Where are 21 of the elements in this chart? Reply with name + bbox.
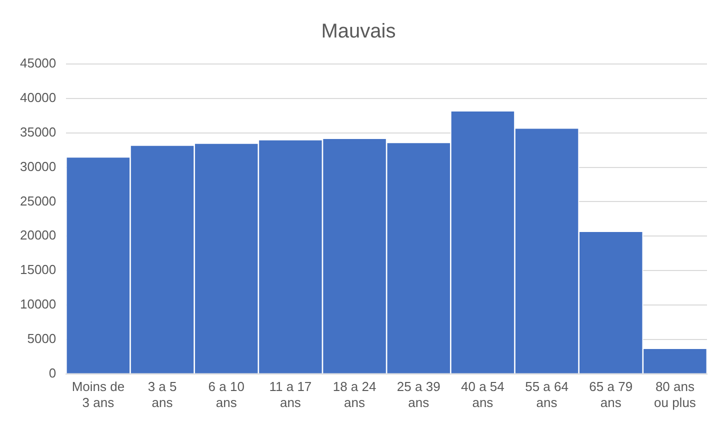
y-tick-label: 45000 <box>20 56 56 71</box>
x-tick-label: 80 ans ou plus <box>654 379 696 410</box>
x-tick-label: Moins de 3 ans <box>72 379 125 410</box>
y-tick-label: 30000 <box>20 158 56 174</box>
x-tick-label: 6 a 10 ans <box>208 379 244 410</box>
y-tick-label: 10000 <box>20 296 56 312</box>
x-tick-label: 3 a 5 ans <box>148 379 177 410</box>
y-tick-label: 0 <box>48 365 56 380</box>
y-tick-label: 5000 <box>27 330 56 346</box>
y-tick-label: 35000 <box>20 124 56 140</box>
y-tick-label: 40000 <box>20 90 56 105</box>
y-tick-label: 20000 <box>20 228 56 243</box>
x-tick-label: 11 a 17 ans <box>269 379 312 410</box>
x-tick-label: 18 a 24 ans <box>332 379 376 410</box>
y-tick-label: 15000 <box>20 262 56 278</box>
chart-title: Mauvais <box>321 20 396 43</box>
x-tick-label: 40 a 54 ans <box>461 379 504 410</box>
x-tick-label: 25 a 39 ans <box>396 379 440 410</box>
y-tick-label: 25000 <box>20 193 56 208</box>
x-tick-label: 65 a 79 ans <box>589 379 633 410</box>
x-tick-label: 55 a 64 ans <box>525 379 568 410</box>
